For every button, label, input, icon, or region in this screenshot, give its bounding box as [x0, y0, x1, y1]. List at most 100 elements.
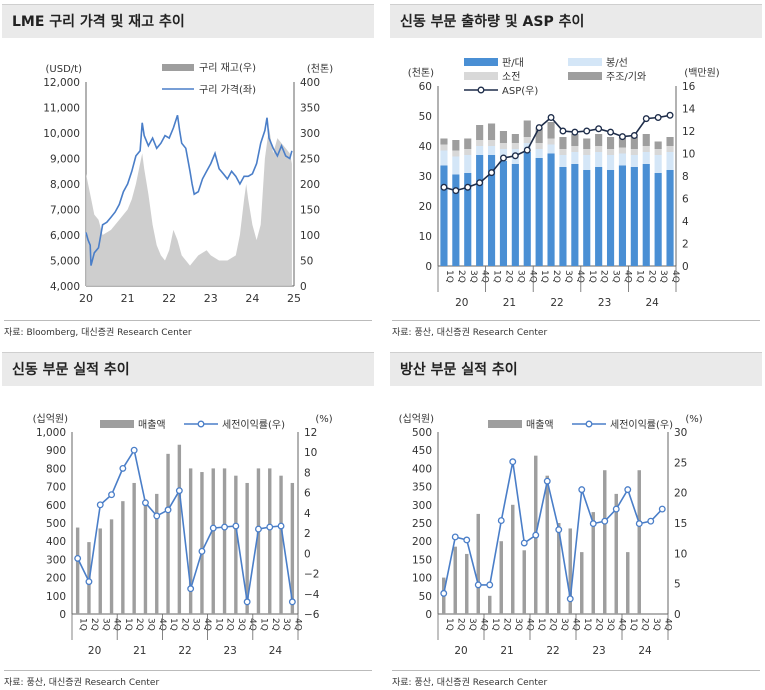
- left-tick-label: 400: [46, 536, 66, 548]
- revenue-bar: [488, 595, 492, 614]
- legend-margin-label: 세전이익률(우): [610, 419, 673, 431]
- x-quarter-label: 2Q: [179, 618, 189, 631]
- margin-point: [555, 526, 563, 534]
- right-axis-unit: (%): [315, 414, 332, 425]
- margin-line-series: [76, 448, 294, 603]
- right-tick-label: 2: [304, 528, 311, 540]
- revenue-bar: [614, 493, 618, 614]
- left-tick-label: 450: [412, 445, 432, 457]
- x-year-label: 21: [500, 645, 513, 657]
- x-quarter-label: 1Q: [536, 618, 546, 631]
- left-tick-label: 4,000: [50, 281, 80, 293]
- x-quarter-label: 4Q: [616, 618, 626, 631]
- x-quarter-label: 2Q: [270, 618, 280, 631]
- panel-defense-earnings: 방산 부문 실적 추이 (십억원) (%) 500 450 400 350 300 250 20…: [390, 352, 762, 688]
- margin-point: [277, 522, 285, 530]
- x-quarter-label: 2Q: [134, 618, 144, 631]
- x-year-label: 20: [88, 645, 101, 657]
- panel-title: 신동 부문 출하량 및 ASP 추이: [390, 4, 762, 38]
- revenue-bar: [132, 482, 136, 614]
- x-year-label: 24: [269, 645, 283, 657]
- left-tick-label: 50: [419, 111, 432, 123]
- margin-point: [612, 505, 620, 513]
- asp-point: [535, 124, 543, 132]
- revenue-bar: [290, 482, 295, 614]
- bar-coin-blank: [642, 146, 650, 152]
- x-quarter-label: 2Q: [593, 618, 603, 631]
- bar-plate-strip: [666, 170, 674, 266]
- left-tick-label: 900: [46, 445, 66, 457]
- asp-point: [607, 128, 614, 136]
- bar-plate-strip: [452, 174, 460, 266]
- left-tick-label: 12,000: [43, 77, 80, 89]
- margin-point: [130, 446, 138, 454]
- bar-plate-strip: [487, 155, 496, 266]
- revenue-bar: [222, 468, 227, 614]
- margin-point: [232, 522, 240, 530]
- bar-casting-other: [476, 125, 484, 140]
- asp-point: [630, 132, 638, 139]
- x-year-label: 21: [133, 645, 146, 657]
- bar-casting-other: [571, 134, 579, 146]
- margin-point: [578, 486, 586, 494]
- x-quarter-label: 4Q: [575, 270, 585, 283]
- bar-rod-wire: [606, 155, 615, 170]
- bar-coin-blank: [606, 149, 615, 155]
- legend-margin-label: 세전이익률(우): [222, 419, 285, 431]
- margin-point: [187, 585, 195, 593]
- margin-point: [509, 458, 517, 466]
- x-year-label: 20: [455, 297, 468, 309]
- legend-swatch: [568, 58, 602, 66]
- bar-plate-strip: [511, 164, 519, 266]
- revenue-bar: [626, 552, 630, 614]
- margin-point: [624, 486, 632, 494]
- bar-plate-strip: [535, 158, 543, 266]
- asp-point: [440, 183, 448, 191]
- x-quarter-label: 3Q: [658, 270, 668, 283]
- revenue-bar: [75, 527, 80, 614]
- left-tick-label: 400: [412, 463, 432, 475]
- x-year-label: 24: [638, 645, 652, 657]
- legend-stock-swatch: [162, 64, 194, 71]
- x-quarter-label: 2Q: [639, 618, 649, 631]
- panel-title: LME 구리 가격 및 재고 추이: [2, 4, 374, 38]
- x-year-label: 22: [178, 645, 191, 657]
- bar-casting-other: [666, 137, 674, 146]
- x-quarter-label: 3Q: [467, 618, 477, 631]
- asp-point: [618, 133, 626, 141]
- revenue-bar: [522, 550, 526, 614]
- bar-casting-other: [452, 140, 460, 151]
- legend-revenue-swatch: [488, 420, 522, 428]
- right-tick-label: 100: [300, 230, 320, 242]
- x-quarter-label: 4Q: [524, 618, 534, 631]
- bar-casting-other: [630, 137, 638, 149]
- asp-point: [666, 111, 674, 119]
- revenue-bar: [545, 475, 549, 614]
- panel-lme-copper: LME 구리 가격 및 재고 추이 (USD/t) (천톤) 12,000 11,00…: [2, 4, 374, 338]
- x-year-label: 21: [503, 297, 516, 309]
- margin-point: [141, 499, 149, 507]
- right-tick-label: 30: [674, 427, 687, 439]
- bar-plate-strip: [583, 170, 591, 266]
- bar-casting-other: [464, 138, 472, 149]
- right-tick-label: 15: [674, 518, 687, 530]
- revenue-bar: [234, 475, 238, 614]
- x-quarter-label: 2Q: [503, 270, 513, 283]
- right-tick-label: 20: [674, 488, 687, 500]
- margin-point: [288, 598, 296, 606]
- x-quarter-label: 2Q: [89, 618, 99, 631]
- x-quarter-label: 1Q: [168, 618, 178, 631]
- left-tick-label: 60: [419, 81, 432, 93]
- left-tick-label: 20: [419, 201, 432, 213]
- bar-plate-strip: [523, 152, 531, 266]
- right-tick-label: 16: [682, 81, 696, 93]
- left-tick-label: 350: [412, 482, 432, 494]
- revenue-bar: [580, 552, 584, 614]
- panel-copper-shipment: 신동 부문 출하량 및 ASP 추이 (천톤) (백만원) 60 50 40 30 20 10…: [390, 4, 762, 338]
- right-tick-label: 300: [300, 128, 320, 140]
- x-tick-label: 21: [121, 292, 135, 305]
- x-quarter-label: 3Q: [281, 618, 291, 631]
- legend-margin-swatch: [585, 420, 593, 428]
- legend-margin-swatch: [197, 420, 205, 428]
- revenue-bar: [637, 470, 641, 614]
